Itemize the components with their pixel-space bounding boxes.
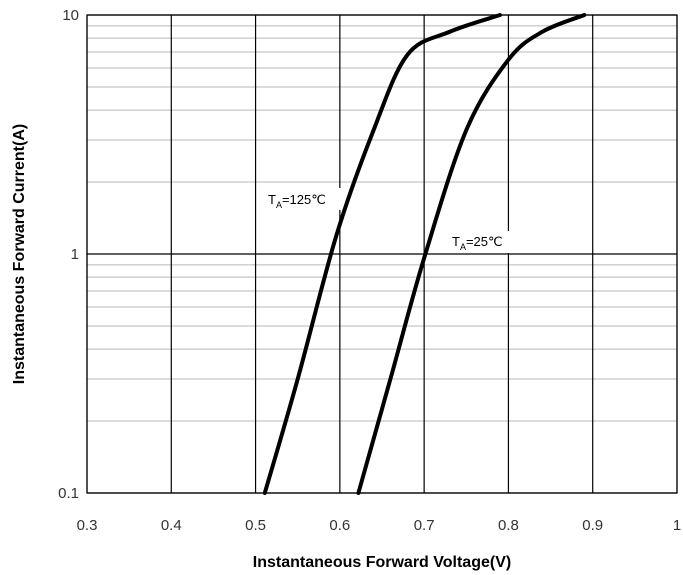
x-tick-label: 1 [673, 517, 681, 534]
grid-lines [86, 14, 678, 494]
x-tick-label: 0.8 [498, 517, 519, 534]
x-tick-label: 0.9 [582, 517, 603, 534]
series-label-125: TA=125℃ [268, 192, 326, 210]
series-label-25: TA=25℃ [452, 234, 503, 252]
x-axis-title: Instantaneous Forward Voltage(V) [253, 554, 511, 571]
series-label-125-bg [262, 188, 342, 210]
y-tick-labels: 0.1 1 10 [58, 7, 79, 502]
y-tick-label: 0.1 [58, 485, 79, 502]
series-label-25-bg [446, 231, 524, 253]
y-axis-title: Instantaneous Forward Current(A) [11, 124, 28, 384]
x-tick-label: 0.5 [245, 517, 266, 534]
series-line-ta-25c [356, 13, 587, 495]
x-tick-label: 0.7 [414, 517, 435, 534]
series-line-ta-125c [262, 13, 502, 495]
x-tick-label: 0.6 [329, 517, 350, 534]
series-lines [262, 13, 587, 495]
x-tick-label: 0.3 [77, 517, 98, 534]
x-tick-labels: 0.3 0.4 0.5 0.6 0.7 0.8 0.9 1 [77, 517, 682, 534]
plot-frame [86, 14, 678, 494]
x-tick-label: 0.4 [161, 517, 182, 534]
y-tick-label: 10 [62, 7, 79, 24]
y-tick-label: 1 [71, 246, 79, 263]
